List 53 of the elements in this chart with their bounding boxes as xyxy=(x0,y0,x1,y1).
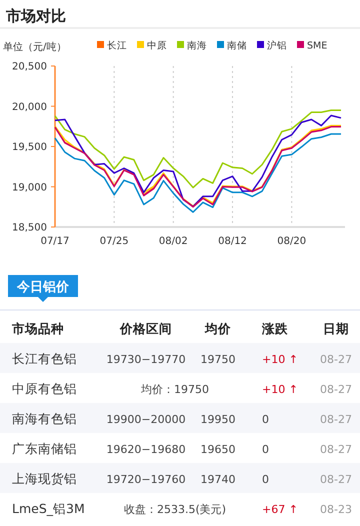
legend-label: 南储 xyxy=(227,40,247,52)
text: 19900−20000 xyxy=(106,413,186,426)
text: 08-27 xyxy=(320,413,352,426)
legend-label: 长江 xyxy=(107,40,127,52)
text: 中原有色铝 xyxy=(12,381,77,396)
text: 0 xyxy=(262,473,269,486)
y-tick-label: 20,500 xyxy=(12,62,47,72)
text: 南海有色铝 xyxy=(12,411,77,426)
text: 19950 xyxy=(200,413,236,426)
text: 19620−19680 xyxy=(106,443,186,456)
legend-label: 中原 xyxy=(147,40,167,52)
x-tick-label: 08/12 xyxy=(218,236,247,247)
text: 19720−19760 xyxy=(106,473,186,486)
text: 价格区间 xyxy=(119,321,172,336)
legend-label: 南海 xyxy=(187,40,207,52)
text: 19730−19770 xyxy=(106,353,186,366)
y-tick-label: 19,500 xyxy=(12,142,47,153)
text: +10 ↑ xyxy=(262,353,298,366)
text: 0 xyxy=(262,443,269,456)
text: 08-27 xyxy=(320,353,352,366)
text: 日期 xyxy=(323,321,349,336)
y-tick-label: 18,500 xyxy=(12,222,47,234)
text: 0 xyxy=(262,413,269,426)
text: 收盘：2533.5(美元) xyxy=(124,503,226,516)
text: +10 ↑ xyxy=(262,383,298,396)
text: 涨跌 xyxy=(261,321,289,336)
text: 均价 xyxy=(204,321,232,336)
text: 广东南储铝 xyxy=(12,441,77,456)
x-tick-label: 08/20 xyxy=(277,236,306,247)
text: 上海现货铝 xyxy=(12,471,77,486)
legend-label: 沪铝 xyxy=(267,40,287,52)
text: 19750 xyxy=(200,353,236,366)
y-tick-label: 19,000 xyxy=(12,182,47,194)
text: +67 ↑ xyxy=(262,503,298,516)
y-axis-title: 单位（元/吨） xyxy=(3,41,66,53)
legend-label: SME xyxy=(307,40,328,52)
text: 19740 xyxy=(200,473,236,486)
chart-title: 市场对比 xyxy=(5,7,66,25)
x-tick-label: 07/25 xyxy=(100,236,129,247)
text: LmeS_铝3M xyxy=(12,501,85,516)
text: 08-27 xyxy=(320,443,352,456)
text: 市场品种 xyxy=(11,321,64,336)
text: 长江有色铝 xyxy=(12,351,77,366)
text: 08-27 xyxy=(320,473,352,486)
text: 均价：19750 xyxy=(140,383,209,396)
x-tick-label: 07/17 xyxy=(40,236,70,247)
y-tick-label: 20,000 xyxy=(12,102,47,113)
x-tick-label: 08/02 xyxy=(158,236,188,247)
text: 08-27 xyxy=(320,383,352,396)
line-series xyxy=(54,110,342,188)
text: 08-23 xyxy=(320,503,352,516)
text: 19650 xyxy=(200,443,236,456)
text: 今日铝价 xyxy=(16,280,70,295)
